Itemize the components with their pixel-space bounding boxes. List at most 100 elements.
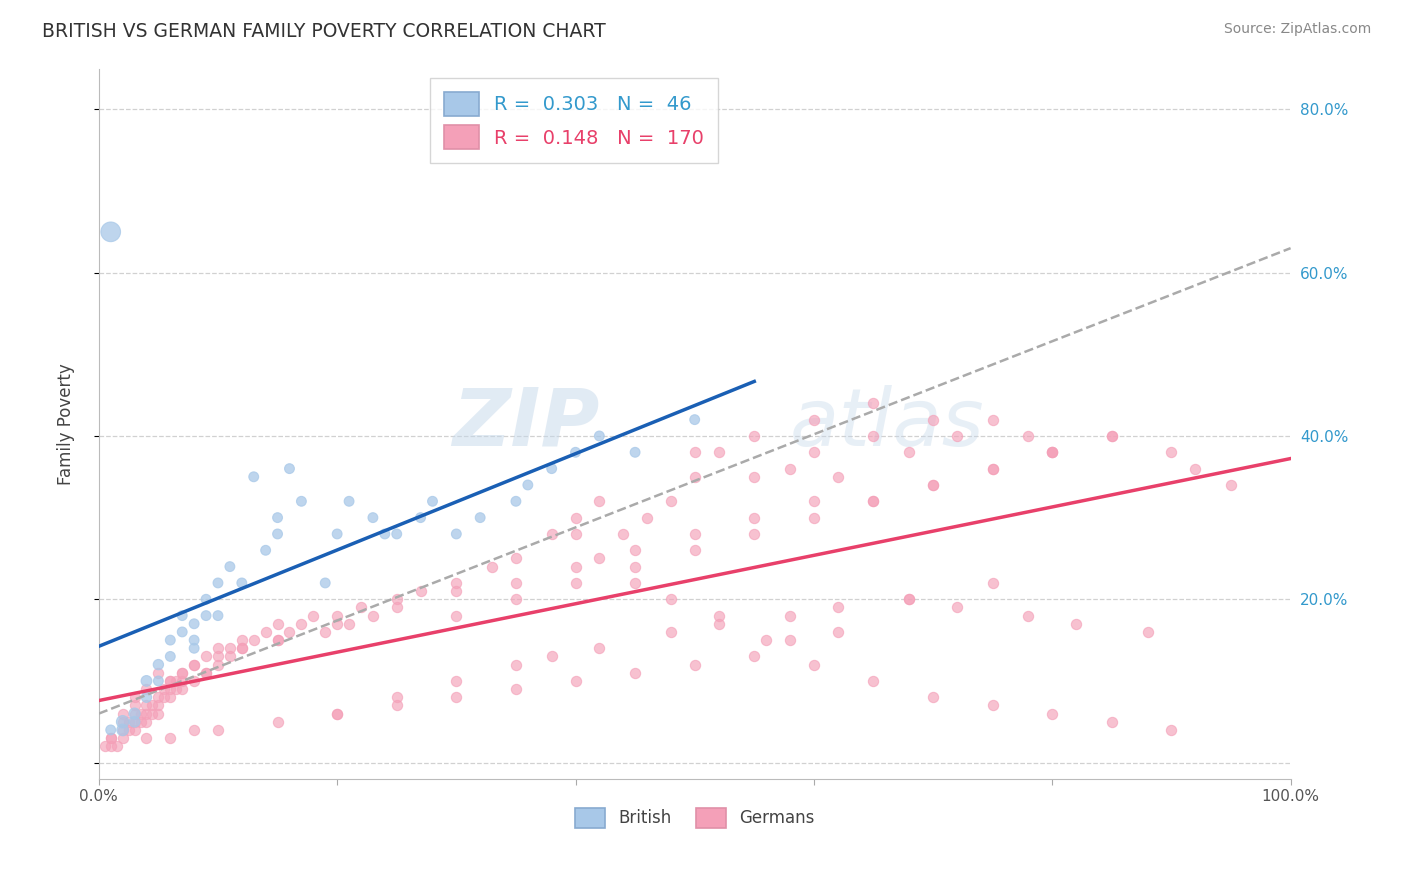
Point [1136, 624, 1159, 639]
Point [683, 527, 706, 541]
Point [135, 714, 157, 729]
Point [385, 698, 408, 713]
Point [195, 665, 218, 680]
Point [148, 673, 170, 688]
Point [683, 470, 706, 484]
Point [981, 576, 1004, 591]
Point [922, 690, 945, 705]
Point [159, 690, 181, 705]
Point [1040, 706, 1063, 721]
Point [254, 624, 277, 639]
Point [1064, 616, 1087, 631]
Point [183, 657, 205, 672]
Text: ZIP: ZIP [451, 384, 599, 463]
Point [129, 714, 152, 729]
Point [446, 608, 468, 623]
Point [326, 706, 349, 721]
Point [361, 510, 384, 524]
Point [898, 445, 921, 459]
Point [159, 649, 181, 664]
Point [148, 706, 170, 721]
Point [588, 551, 610, 566]
Point [148, 657, 170, 672]
Point [540, 527, 562, 541]
Point [117, 723, 139, 737]
Point [446, 527, 468, 541]
Point [111, 731, 134, 745]
Point [683, 412, 706, 426]
Point [862, 494, 884, 508]
Point [165, 673, 187, 688]
Point [981, 698, 1004, 713]
Point [862, 429, 884, 443]
Point [1184, 461, 1206, 475]
Point [314, 624, 336, 639]
Point [385, 592, 408, 607]
Point [505, 592, 527, 607]
Point [803, 657, 825, 672]
Point [588, 641, 610, 656]
Point [326, 608, 349, 623]
Point [266, 616, 288, 631]
Point [141, 698, 163, 713]
Point [337, 616, 360, 631]
Point [779, 608, 801, 623]
Point [195, 608, 218, 623]
Point [153, 690, 176, 705]
Text: atlas: atlas [790, 384, 984, 463]
Point [446, 673, 468, 688]
Point [742, 527, 765, 541]
Point [588, 494, 610, 508]
Point [100, 731, 122, 745]
Point [172, 624, 194, 639]
Point [505, 494, 527, 508]
Point [153, 682, 176, 697]
Point [803, 494, 825, 508]
Point [1017, 429, 1039, 443]
Point [135, 690, 157, 705]
Point [266, 510, 288, 524]
Point [827, 470, 849, 484]
Point [516, 478, 538, 492]
Point [242, 470, 264, 484]
Point [207, 723, 229, 737]
Point [183, 673, 205, 688]
Point [290, 494, 312, 508]
Point [231, 576, 253, 591]
Point [135, 682, 157, 697]
Point [540, 649, 562, 664]
Point [946, 429, 969, 443]
Point [659, 624, 682, 639]
Point [981, 412, 1004, 426]
Point [183, 641, 205, 656]
Point [755, 633, 778, 648]
Point [742, 470, 765, 484]
Point [624, 445, 647, 459]
Point [1101, 429, 1123, 443]
Point [862, 396, 884, 410]
Point [1040, 445, 1063, 459]
Point [135, 698, 157, 713]
Point [385, 527, 408, 541]
Point [659, 592, 682, 607]
Point [141, 706, 163, 721]
Point [195, 592, 218, 607]
Point [100, 723, 122, 737]
Point [564, 673, 586, 688]
Point [207, 576, 229, 591]
Point [827, 624, 849, 639]
Point [1160, 445, 1182, 459]
Point [183, 723, 205, 737]
Point [148, 698, 170, 713]
Point [564, 576, 586, 591]
Point [111, 714, 134, 729]
Point [219, 641, 242, 656]
Point [1101, 429, 1123, 443]
Point [100, 739, 122, 754]
Point [564, 510, 586, 524]
Point [326, 706, 349, 721]
Point [742, 510, 765, 524]
Point [1017, 608, 1039, 623]
Point [183, 657, 205, 672]
Point [779, 461, 801, 475]
